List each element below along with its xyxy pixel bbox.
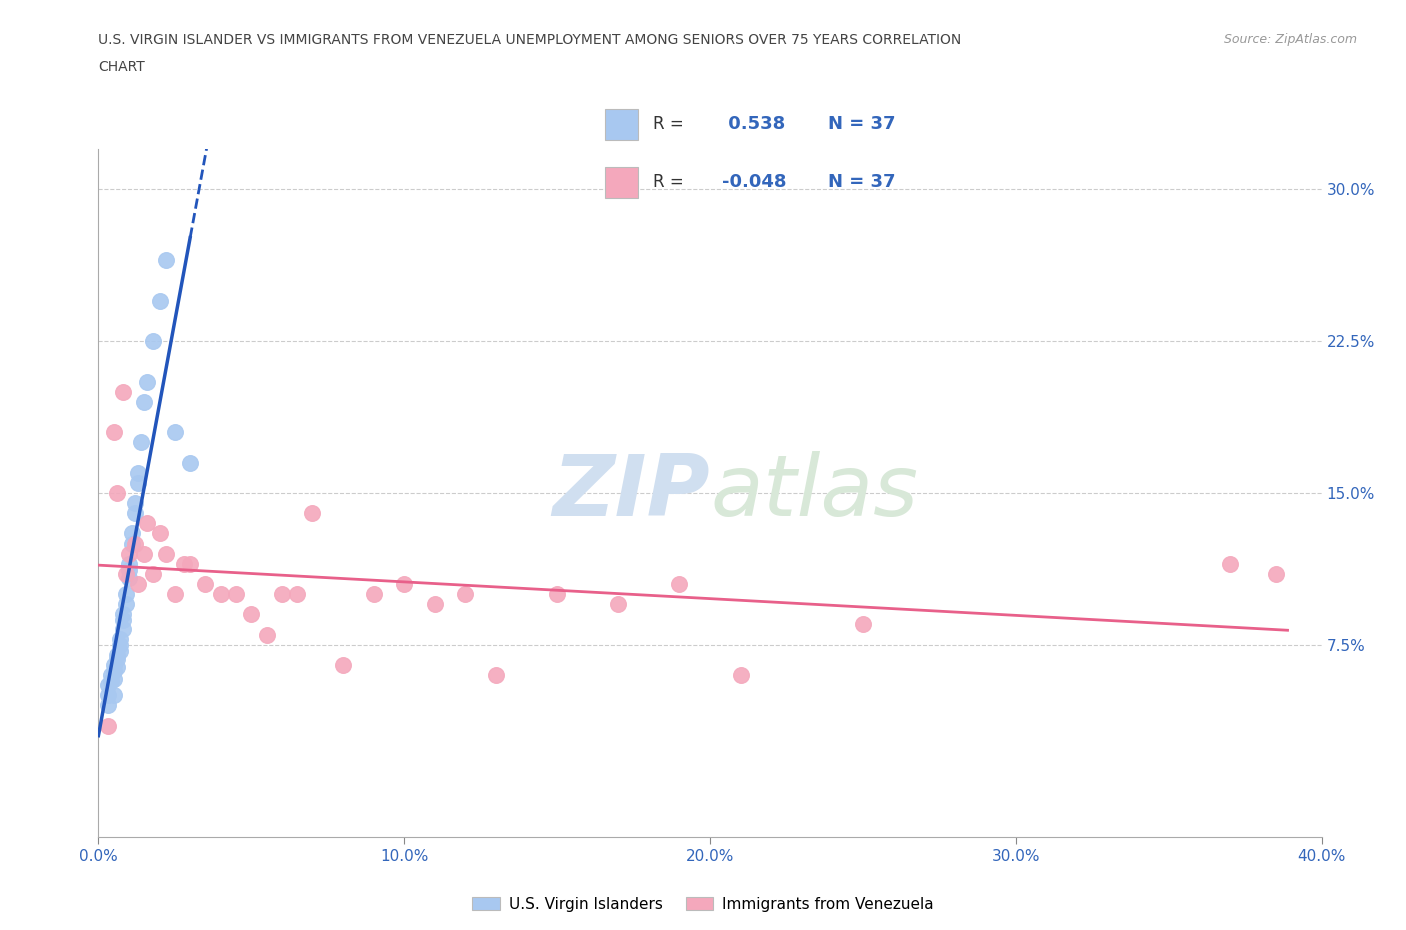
Bar <box>605 109 638 140</box>
Point <box>103 425 125 440</box>
Point <box>111 384 134 399</box>
Point <box>118 570 141 585</box>
Point <box>209 587 232 602</box>
Point <box>100 668 122 683</box>
Point <box>97 688 120 703</box>
Point <box>256 627 278 642</box>
Point <box>136 516 159 531</box>
Point <box>105 485 128 500</box>
Point <box>1264 566 1286 581</box>
Point <box>108 631 131 646</box>
Text: ZIP: ZIP <box>553 451 710 535</box>
Point <box>100 673 122 688</box>
Text: CHART: CHART <box>98 60 145 74</box>
Text: N = 37: N = 37 <box>828 174 896 192</box>
Point <box>149 526 172 541</box>
Point <box>136 374 159 389</box>
Point <box>134 546 156 561</box>
Text: R =: R = <box>652 174 689 192</box>
Text: atlas: atlas <box>710 451 918 535</box>
Point <box>115 597 138 612</box>
Text: -0.048: -0.048 <box>723 174 786 192</box>
Point <box>149 293 172 308</box>
Point <box>142 566 165 581</box>
Point <box>115 566 138 581</box>
Text: 0.538: 0.538 <box>723 115 786 133</box>
Point <box>97 678 120 693</box>
Point <box>485 668 508 683</box>
Point <box>118 546 141 561</box>
Point <box>97 698 120 713</box>
Point <box>1219 556 1241 571</box>
Point <box>103 664 125 679</box>
Point <box>392 577 416 591</box>
Point <box>127 465 149 480</box>
Point <box>179 455 201 470</box>
Point <box>118 563 141 578</box>
Point <box>127 577 149 591</box>
Text: R =: R = <box>652 115 689 133</box>
Point <box>111 607 134 622</box>
Point <box>163 425 186 440</box>
Point <box>124 536 146 551</box>
Text: Source: ZipAtlas.com: Source: ZipAtlas.com <box>1223 33 1357 46</box>
Point <box>105 651 128 666</box>
Point <box>423 597 446 612</box>
Point <box>121 536 143 551</box>
Point <box>179 556 201 571</box>
Point <box>103 688 125 703</box>
Point <box>607 597 630 612</box>
Point <box>103 658 125 672</box>
Point <box>105 647 128 662</box>
Point <box>115 587 138 602</box>
Point <box>111 613 134 628</box>
Text: N = 37: N = 37 <box>828 115 896 133</box>
Point <box>285 587 308 602</box>
Point <box>142 334 165 349</box>
Point <box>129 435 152 450</box>
Point <box>97 718 120 733</box>
Point <box>301 506 323 521</box>
Point <box>546 587 568 602</box>
Point <box>332 658 354 672</box>
Point <box>105 659 128 674</box>
Point <box>103 671 125 686</box>
Text: U.S. VIRGIN ISLANDER VS IMMIGRANTS FROM VENEZUELA UNEMPLOYMENT AMONG SENIORS OVE: U.S. VIRGIN ISLANDER VS IMMIGRANTS FROM … <box>98 33 962 46</box>
Point <box>155 546 177 561</box>
Point <box>108 637 131 652</box>
Point <box>363 587 385 602</box>
Point <box>111 621 134 636</box>
Point <box>108 644 131 658</box>
Point <box>668 577 690 591</box>
Point <box>240 607 263 622</box>
Point <box>118 556 141 571</box>
Point <box>124 496 146 511</box>
Point <box>730 668 752 683</box>
Point <box>127 475 149 490</box>
Point <box>225 587 247 602</box>
Point <box>155 253 177 268</box>
Point <box>270 587 292 602</box>
Point <box>194 577 217 591</box>
Point <box>124 506 146 521</box>
Point <box>454 587 477 602</box>
Point <box>852 617 875 631</box>
Legend: U.S. Virgin Islanders, Immigrants from Venezuela: U.S. Virgin Islanders, Immigrants from V… <box>465 890 941 918</box>
Bar <box>605 166 638 198</box>
Point <box>134 394 156 409</box>
Point <box>163 587 186 602</box>
Point <box>173 556 195 571</box>
Point <box>121 526 143 541</box>
